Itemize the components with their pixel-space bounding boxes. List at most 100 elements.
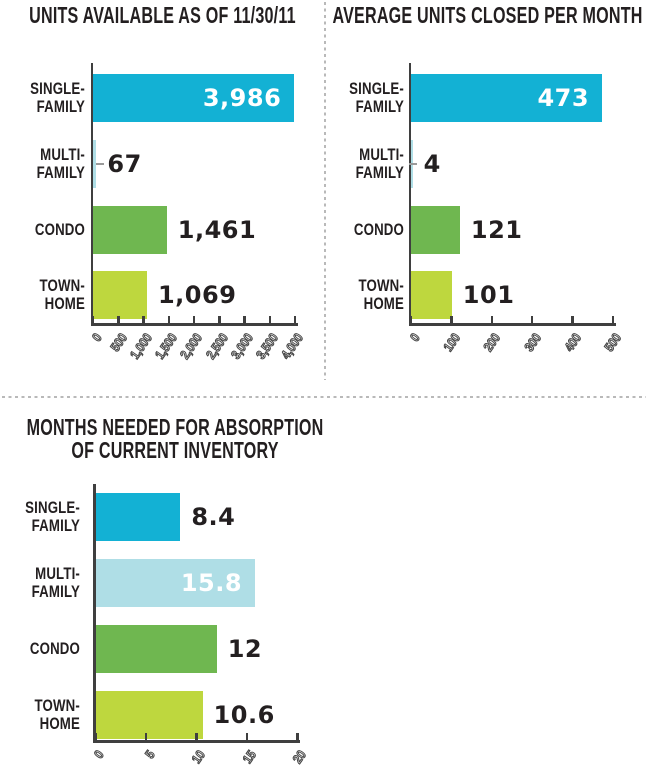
category-label-line: FAMILY [355, 97, 404, 116]
bar-single-family [411, 74, 603, 122]
bar-multi-family [95, 559, 256, 607]
y-axis-line [408, 63, 411, 326]
category-label-multi-family: MULTI- FAMILY [310, 146, 404, 182]
chart-title: UNITS AVAILABLE AS OF 11/30/11 [29, 2, 296, 28]
category-label-condo: CONDO [0, 640, 80, 658]
x-tick-label: 20 [289, 747, 309, 767]
x-tick-label: 500 [601, 330, 625, 355]
category-label-line: HOME [44, 294, 85, 313]
category-label-multi-family: MULTI- FAMILY [0, 146, 85, 182]
category-label-line: TOWN- [39, 276, 85, 295]
x-tick-label: 500 [106, 330, 130, 355]
x-tick-label: 0 [91, 747, 108, 762]
value-label-town-home: 1,069 [157, 281, 237, 309]
bar-condo [93, 206, 167, 254]
category-label-line: FAMILY [31, 582, 80, 601]
category-label-multi-family: MULTI- FAMILY [0, 565, 80, 601]
category-label-line: FAMILY [36, 163, 85, 182]
category-label-single-family: SINGLE- FAMILY [0, 80, 85, 116]
x-tick [245, 733, 249, 740]
chart-title-line: OF CURRENT INVENTORY [71, 437, 279, 463]
category-label-town-home: TOWN- HOME [0, 277, 85, 313]
x-tick-label: 1,500 [152, 330, 181, 362]
chart-units-available: UNITS AVAILABLE AS OF 11/30/11 SINGLE- F… [0, 0, 325, 396]
y-axis-line [93, 484, 96, 743]
x-tick [268, 316, 271, 323]
category-label-line: HOME [39, 714, 80, 733]
x-tick-label: 3,500 [253, 330, 282, 362]
x-axis-line [90, 323, 298, 326]
x-tick [144, 733, 148, 740]
category-label-town-home: TOWN- HOME [0, 697, 80, 733]
category-label-line: HOME [363, 294, 404, 313]
value-label-multi-family: 67 [107, 150, 142, 178]
category-label-line: MULTI- [40, 145, 85, 164]
category-label-line: CONDO [29, 639, 80, 658]
x-tick [293, 316, 297, 323]
category-label-line: CONDO [34, 220, 85, 239]
bar-town-home [95, 691, 203, 739]
chart-title: MONTHS NEEDED FOR ABSORPTION OF CURRENT … [27, 416, 324, 462]
plot-area: 3,986 67 1,461 1,069 0 500 1,000 1,500 2,000… [88, 63, 307, 363]
x-tick [142, 316, 145, 323]
bar-town-home [93, 271, 147, 319]
plot-area: 8.4 15.8 12 10.6 0 5 10 15 20 [91, 484, 309, 775]
x-tick-label: 5 [141, 747, 158, 762]
category-label-line: SINGLE- [30, 79, 85, 98]
x-tick [296, 733, 299, 740]
x-tick [91, 316, 95, 323]
x-axis-line [408, 323, 616, 326]
value-label-multi-family: 4 [423, 150, 441, 178]
value-label-condo: 121 [470, 216, 523, 244]
x-tick [409, 316, 413, 323]
x-tick-label: 300 [520, 330, 544, 355]
category-label-line: MULTI- [359, 145, 404, 164]
category-label-line: MULTI- [35, 564, 80, 583]
category-label-line: CONDO [353, 220, 404, 239]
x-tick-label: 2,000 [177, 330, 206, 362]
value-label-condo: 12 [227, 635, 263, 663]
value-label-town-home: 101 [462, 281, 515, 309]
y-axis-line [90, 63, 93, 326]
x-tick-label: 10 [188, 747, 208, 767]
category-label-line: FAMILY [355, 163, 404, 182]
x-tick-label: 400 [561, 330, 585, 355]
category-label-line: FAMILY [36, 97, 85, 116]
x-tick [450, 316, 453, 323]
x-tick-label: 4,000 [278, 330, 307, 362]
value-label-single-family: 473 [537, 84, 590, 112]
bar-town-home [411, 271, 452, 319]
x-tick-label: 0 [88, 330, 105, 345]
x-tick-label: 15 [239, 747, 259, 767]
category-tick-dash [95, 162, 104, 166]
horizontal-dotted-divider [2, 396, 646, 398]
bar-single-family [95, 493, 181, 541]
chart-title-line: MONTHS NEEDED FOR ABSORPTION [26, 414, 324, 440]
value-label-town-home: 10.6 [213, 701, 275, 729]
chart-title-wrap: UNITS AVAILABLE AS OF 11/30/11 [0, 4, 325, 27]
x-tick-label: 3,000 [227, 330, 256, 362]
x-tick [192, 316, 196, 323]
x-tick [530, 316, 534, 323]
bar-condo [95, 625, 217, 673]
x-tick [571, 316, 574, 323]
x-tick [218, 316, 221, 323]
x-axis-line [93, 740, 300, 743]
x-tick [94, 733, 97, 740]
chart-absorption-months: MONTHS NEEDED FOR ABSORPTION OF CURRENT … [0, 400, 350, 775]
category-label-single-family: SINGLE- FAMILY [0, 499, 80, 535]
chart-title-wrap: MONTHS NEEDED FOR ABSORPTION OF CURRENT … [0, 416, 350, 462]
category-label-line: TOWN- [34, 696, 80, 715]
x-tick [117, 316, 120, 323]
category-label-line: FAMILY [31, 516, 80, 535]
category-label-town-home: TOWN- HOME [310, 277, 404, 313]
bar-multi-family [93, 140, 97, 188]
x-tick-label: 2,500 [202, 330, 231, 362]
x-tick [611, 316, 615, 323]
bar-condo [411, 206, 460, 254]
bar-single-family [93, 74, 295, 122]
x-tick-label: 0 [406, 330, 423, 345]
value-label-single-family: 8.4 [191, 503, 236, 531]
category-label-line: TOWN- [358, 276, 404, 295]
category-label-condo: CONDO [0, 221, 85, 239]
